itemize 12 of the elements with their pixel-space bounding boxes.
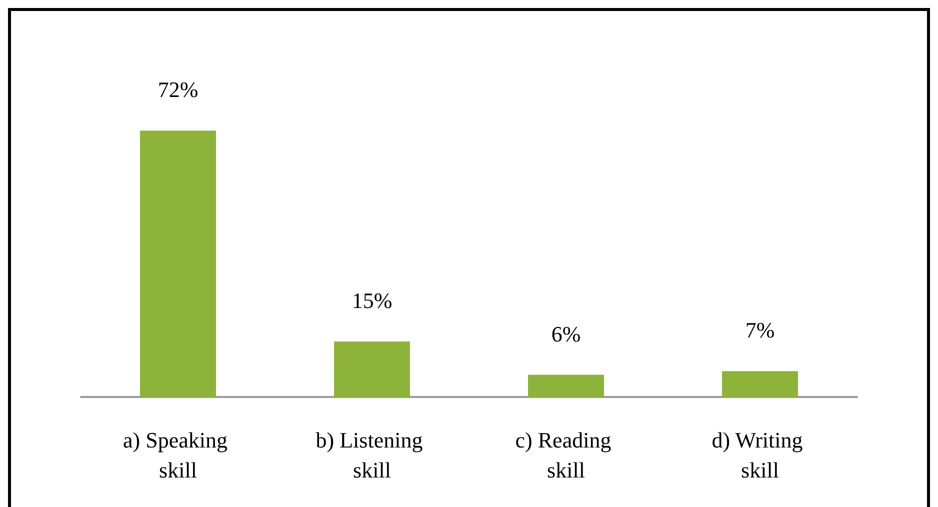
data-label: 6% bbox=[551, 321, 581, 346]
data-label: 72% bbox=[158, 77, 198, 102]
x-tick-label: d) Writing skill bbox=[712, 428, 808, 482]
x-tick-label: a) Speaking skill bbox=[123, 428, 233, 482]
bar bbox=[140, 130, 216, 397]
bar bbox=[528, 374, 604, 397]
x-tick-label: b) Listening skill bbox=[316, 428, 428, 482]
data-label: 15% bbox=[352, 288, 392, 313]
x-tick-label: c) Reading skill bbox=[515, 428, 617, 482]
bar bbox=[722, 371, 798, 397]
data-label: 7% bbox=[745, 318, 775, 343]
bar bbox=[334, 342, 410, 397]
